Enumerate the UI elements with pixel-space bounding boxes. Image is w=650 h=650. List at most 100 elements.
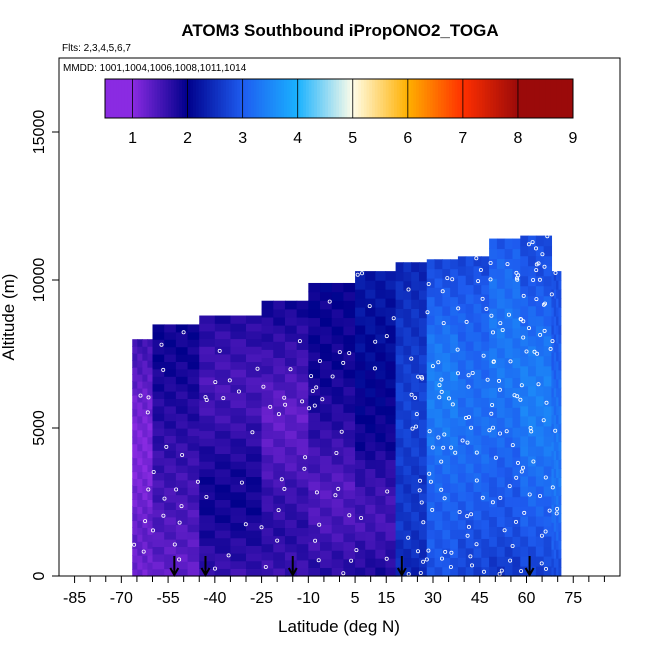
heatmap-cell bbox=[553, 531, 557, 541]
observation-point bbox=[474, 478, 479, 483]
heatmap-cell bbox=[261, 381, 274, 391]
heatmap-cell bbox=[175, 509, 189, 518]
heatmap-cell bbox=[331, 317, 344, 327]
heatmap-cell bbox=[273, 341, 286, 350]
heatmap-cell bbox=[558, 477, 562, 487]
heatmap-cell bbox=[261, 551, 274, 561]
heatmap-cell bbox=[365, 567, 376, 577]
heatmap-cell bbox=[152, 472, 165, 481]
heatmap-cell bbox=[296, 325, 309, 334]
heatmap-cell bbox=[473, 557, 482, 568]
heatmap-cell bbox=[543, 305, 553, 317]
heatmap-cell bbox=[273, 405, 286, 415]
heatmap-cell bbox=[331, 541, 344, 551]
heatmap-cell bbox=[355, 558, 366, 568]
heatmap-cell bbox=[496, 466, 506, 478]
heatmap-cell bbox=[481, 322, 490, 333]
heatmap-cell bbox=[481, 303, 490, 314]
heatmap-cell bbox=[199, 545, 216, 554]
heatmap-cell bbox=[296, 503, 309, 512]
observation-point bbox=[504, 429, 509, 434]
heatmap-cell bbox=[418, 409, 428, 420]
heatmap-cell bbox=[481, 547, 490, 558]
observation-point bbox=[440, 289, 445, 294]
observation-point bbox=[427, 429, 432, 434]
heatmap-cell bbox=[164, 524, 177, 533]
heatmap-cell bbox=[535, 515, 545, 527]
heatmap-cell bbox=[246, 415, 263, 424]
heatmap-cell bbox=[261, 462, 274, 472]
colorbar-segment bbox=[490, 79, 494, 118]
heatmap-cell bbox=[403, 539, 412, 549]
colorbar-segment bbox=[363, 79, 368, 118]
heatmap-cell bbox=[489, 258, 498, 269]
heatmap-cell bbox=[273, 430, 286, 439]
heatmap-cell bbox=[457, 557, 467, 568]
heatmap-cell bbox=[457, 491, 467, 502]
heatmap-cell bbox=[434, 566, 443, 577]
heatmap-cell bbox=[450, 538, 459, 549]
heatmap-cell bbox=[528, 295, 537, 307]
heatmap-cell bbox=[343, 308, 356, 319]
heatmap-cell bbox=[355, 324, 366, 335]
heatmap-cell bbox=[551, 486, 555, 496]
heatmap-cell bbox=[512, 397, 521, 408]
observation-points bbox=[132, 234, 560, 577]
heatmap-cell bbox=[442, 492, 451, 503]
heatmap-cell bbox=[465, 275, 475, 286]
heatmap-cell bbox=[296, 349, 309, 358]
heatmap-cell bbox=[535, 475, 545, 487]
observation-point bbox=[288, 367, 293, 372]
heatmap-cell bbox=[273, 438, 286, 448]
x-tick-label: 15 bbox=[377, 590, 395, 607]
heatmap-cell bbox=[214, 353, 232, 363]
heatmap-cell bbox=[137, 492, 143, 500]
heatmap-cell bbox=[535, 505, 545, 517]
heatmap-cell bbox=[450, 445, 459, 456]
heatmap-cell bbox=[365, 540, 376, 550]
heatmap-cell bbox=[535, 295, 545, 307]
heatmap-cell bbox=[175, 354, 189, 362]
observation-point bbox=[527, 492, 532, 497]
heatmap-cell bbox=[385, 405, 397, 416]
heatmap-cell bbox=[504, 506, 514, 518]
heatmap-cell bbox=[418, 326, 428, 337]
heatmap-cell bbox=[465, 284, 475, 295]
heatmap-cell bbox=[489, 268, 498, 279]
heatmap-cell bbox=[273, 333, 286, 342]
heatmap-cell bbox=[137, 394, 143, 403]
colorbar-segment bbox=[168, 79, 172, 118]
heatmap-cell bbox=[489, 407, 498, 418]
heatmap-cell bbox=[175, 472, 189, 481]
heatmap-cell bbox=[496, 248, 506, 259]
heatmap-cell bbox=[175, 346, 189, 355]
heatmap-cell bbox=[551, 567, 555, 577]
observation-point bbox=[204, 397, 209, 402]
heatmap-cell bbox=[230, 445, 247, 455]
colorbar-segment bbox=[449, 79, 453, 118]
heatmap-cell bbox=[331, 420, 344, 431]
heatmap-cell bbox=[434, 445, 443, 456]
colorbar-label: 2 bbox=[183, 130, 192, 147]
heatmap-cell bbox=[473, 444, 482, 455]
observation-point bbox=[300, 399, 305, 404]
heatmap-cell bbox=[132, 367, 138, 375]
heatmap-cell bbox=[535, 285, 545, 297]
observation-point bbox=[424, 557, 429, 562]
heatmap-cell bbox=[246, 507, 263, 516]
observation-point bbox=[276, 508, 281, 513]
heatmap-cell bbox=[199, 361, 216, 370]
heatmap-cell bbox=[152, 561, 165, 570]
heatmap-cell bbox=[411, 326, 420, 337]
heatmap-cell bbox=[375, 450, 387, 461]
observation-point bbox=[164, 444, 169, 449]
heatmap-cell bbox=[489, 536, 498, 547]
heatmap-cell bbox=[142, 464, 149, 473]
heatmap-cell bbox=[230, 484, 247, 493]
colorbar-segment bbox=[333, 79, 337, 118]
colorbar-segment bbox=[528, 79, 533, 118]
heatmap-cell bbox=[142, 527, 149, 535]
colorbar-segment bbox=[146, 79, 150, 118]
heatmap-cell bbox=[543, 365, 553, 377]
heatmap-cell bbox=[230, 399, 247, 409]
